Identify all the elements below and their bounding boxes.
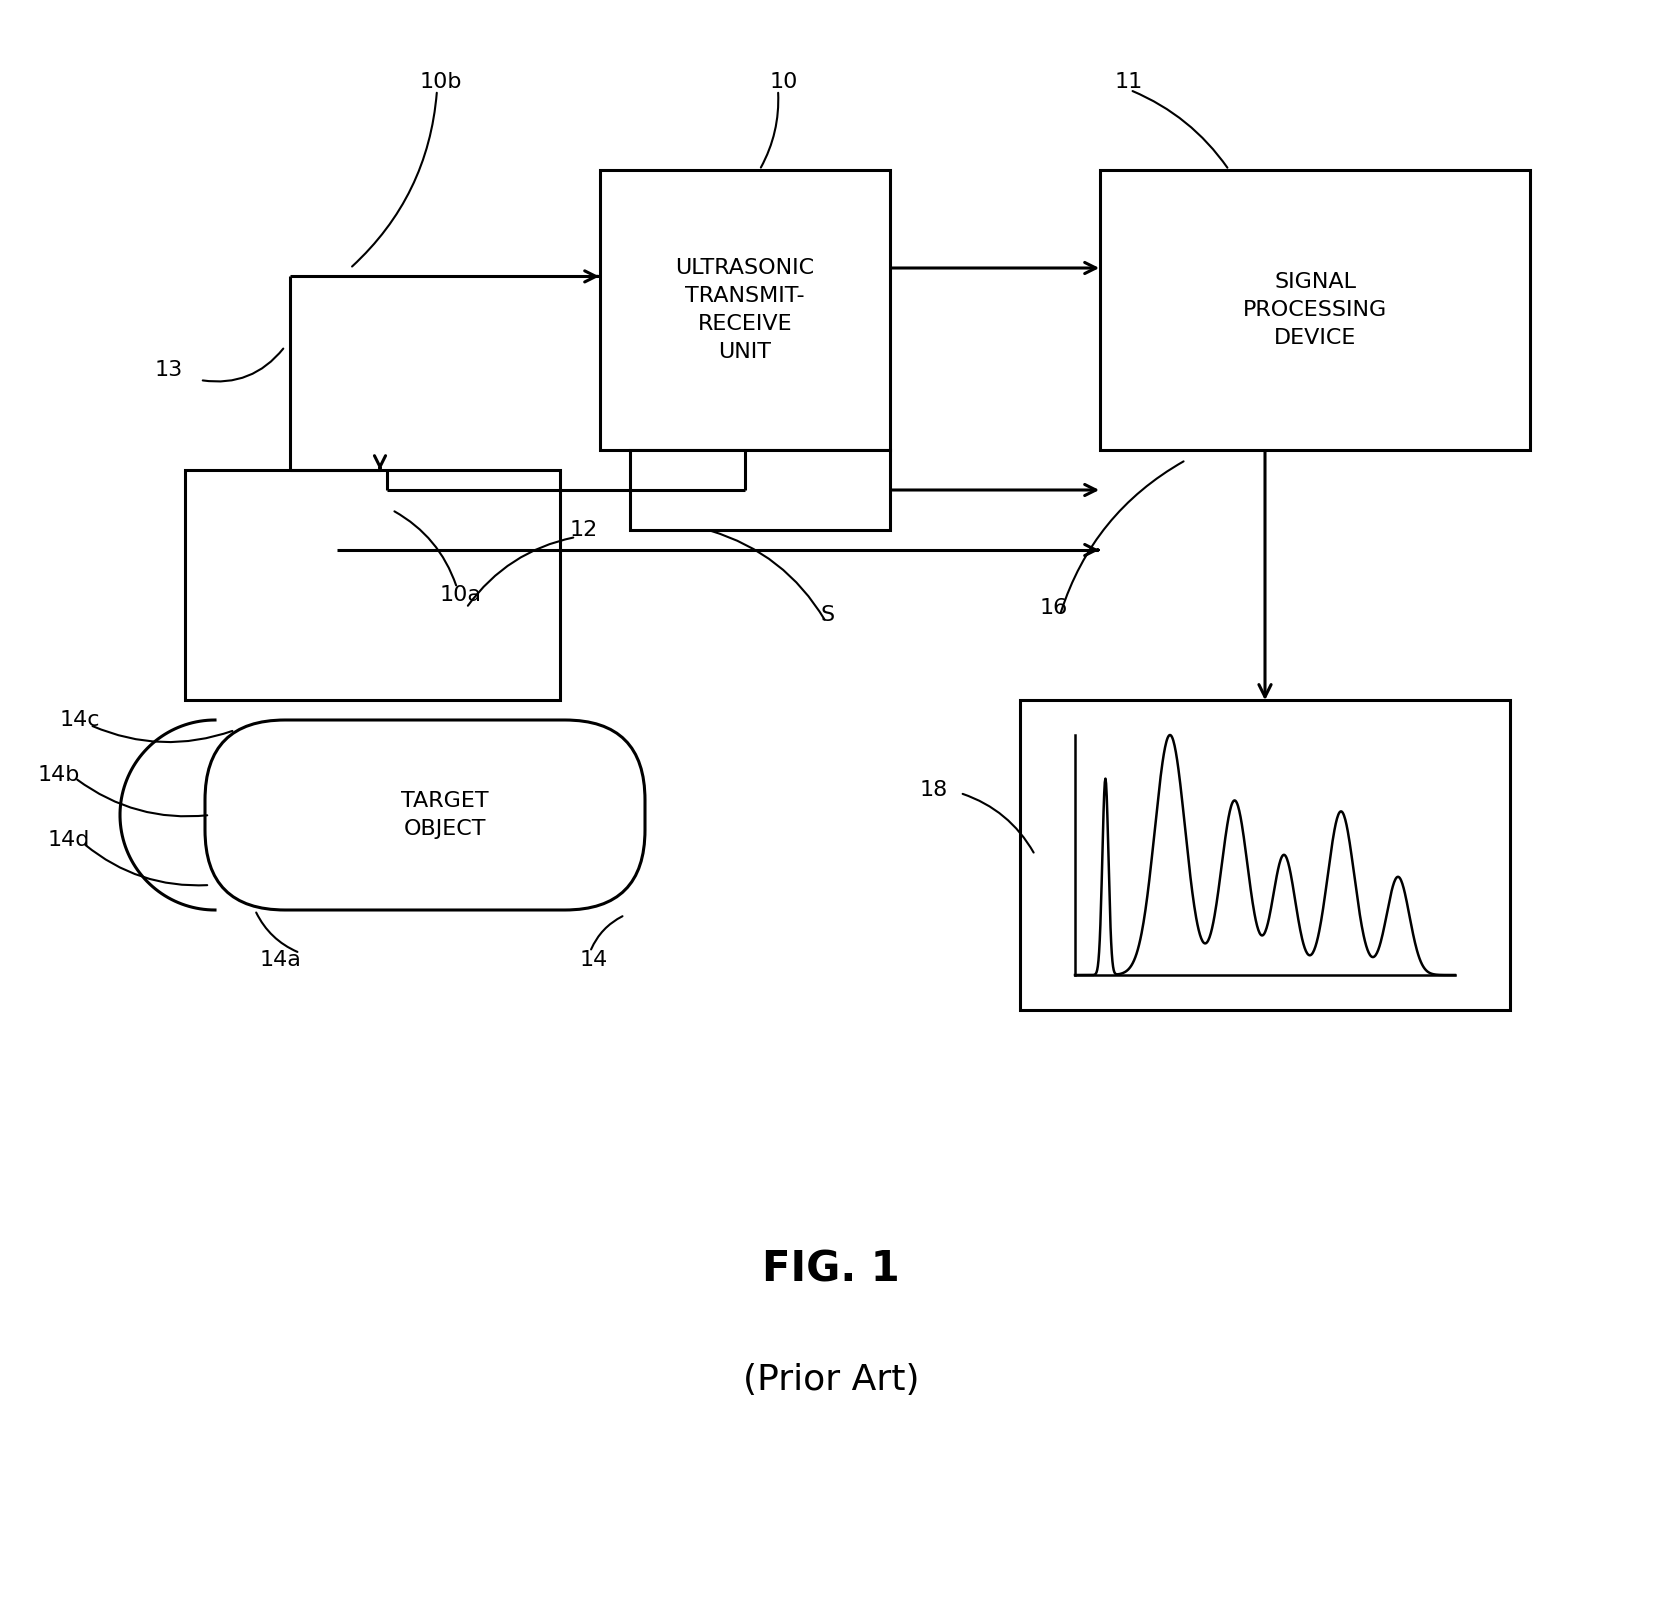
Text: (Prior Art): (Prior Art) bbox=[743, 1363, 920, 1396]
Text: 10: 10 bbox=[770, 72, 798, 91]
Text: 14b: 14b bbox=[38, 765, 80, 785]
Text: 10b: 10b bbox=[421, 72, 462, 91]
Text: 11: 11 bbox=[1114, 72, 1142, 91]
Text: 14d: 14d bbox=[48, 830, 90, 850]
Text: 14c: 14c bbox=[60, 710, 100, 729]
Bar bbox=[185, 470, 560, 701]
Text: FIG. 1: FIG. 1 bbox=[762, 1249, 900, 1290]
Text: 16: 16 bbox=[1039, 598, 1068, 619]
Text: 12: 12 bbox=[570, 519, 599, 540]
Bar bbox=[1099, 170, 1530, 450]
Text: 14: 14 bbox=[580, 951, 609, 970]
Text: 14a: 14a bbox=[259, 951, 303, 970]
FancyBboxPatch shape bbox=[205, 720, 645, 911]
Text: 18: 18 bbox=[920, 781, 948, 800]
Text: ULTRASONIC
TRANSMIT-
RECEIVE
UNIT: ULTRASONIC TRANSMIT- RECEIVE UNIT bbox=[675, 258, 815, 362]
Text: S: S bbox=[820, 604, 835, 625]
Bar bbox=[630, 450, 890, 531]
Text: TARGET
OBJECT: TARGET OBJECT bbox=[401, 790, 489, 838]
Text: 10a: 10a bbox=[441, 585, 482, 604]
Text: 13: 13 bbox=[155, 361, 183, 380]
Text: SIGNAL
PROCESSING
DEVICE: SIGNAL PROCESSING DEVICE bbox=[1242, 273, 1387, 348]
Bar bbox=[1019, 701, 1510, 1010]
Bar bbox=[600, 170, 890, 450]
